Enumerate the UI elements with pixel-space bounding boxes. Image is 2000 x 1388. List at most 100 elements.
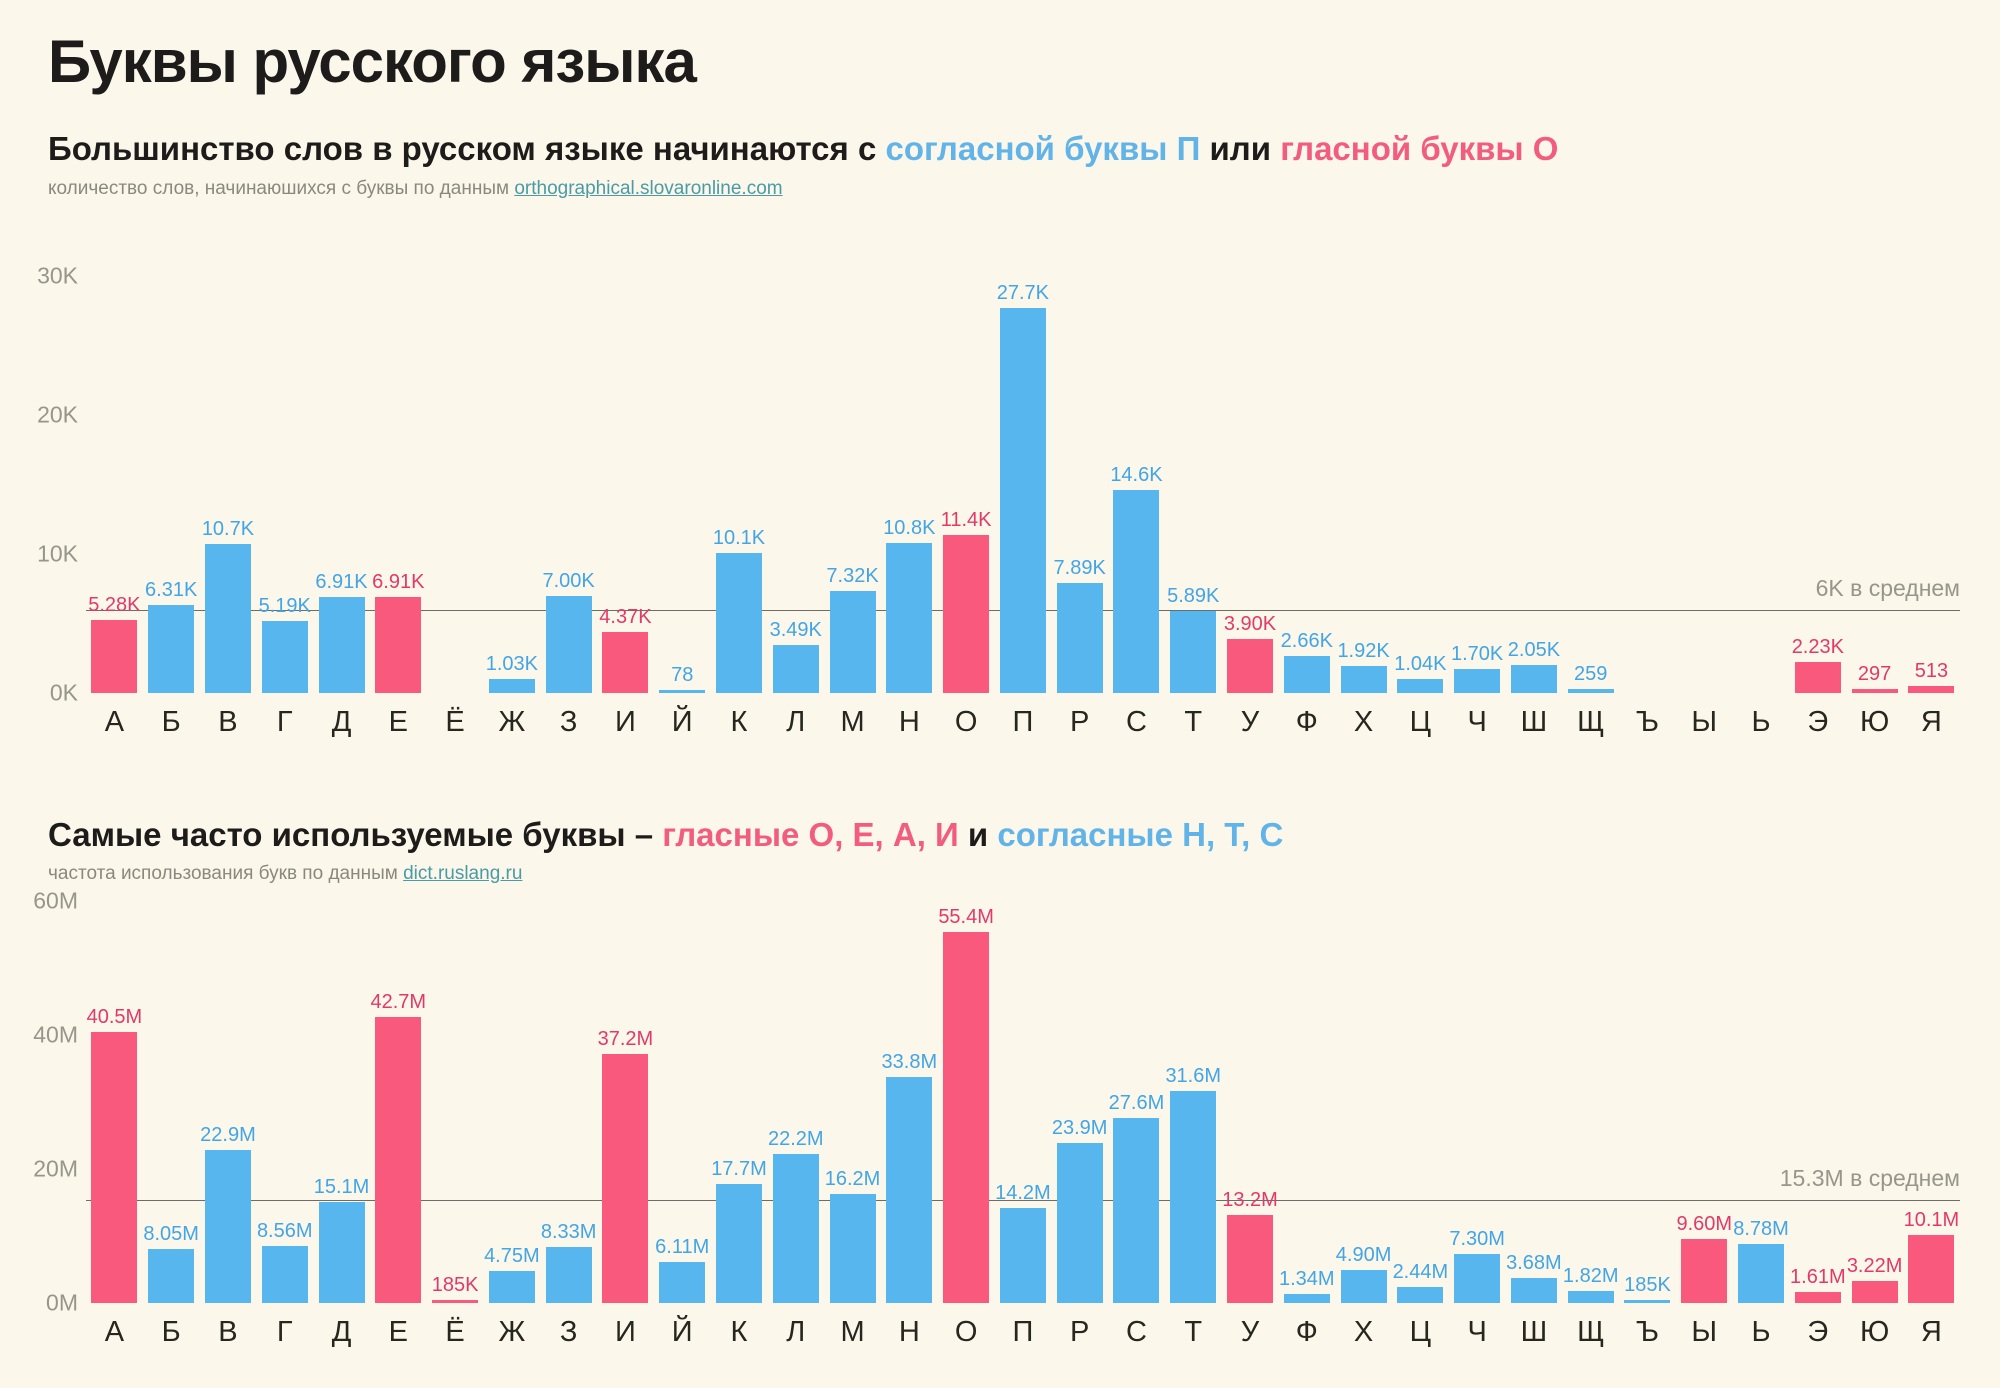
x-axis-letter-label: Ё: [445, 1316, 465, 1348]
x-axis-letter-label: Я: [1920, 1316, 1942, 1348]
bar-value-label: 11.4K: [940, 508, 992, 531]
bar-slot: 10.8K: [881, 276, 938, 693]
x-axis-letter-label: З: [559, 1316, 578, 1348]
bar-value-label: 1.61M: [1790, 1266, 1846, 1289]
bar-slot: 3.90K: [1222, 276, 1279, 693]
bar-value-label: 297: [1857, 662, 1892, 685]
bar-slot: 55.4M: [938, 901, 995, 1303]
x-axis-letter-label: З: [559, 706, 578, 738]
x-axis-letter-label: Ч: [1467, 1316, 1487, 1348]
x-axis-letter-label: Ё: [445, 706, 465, 738]
bar-slot: 7.00K: [540, 276, 597, 693]
bar-slot: [1733, 276, 1790, 693]
source-link[interactable]: orthographical.slovaronline.com: [514, 178, 783, 199]
bar-slot: 185K: [1619, 901, 1676, 1303]
bar-value-label: 31.6M: [1165, 1065, 1222, 1088]
heading-text: или: [1200, 130, 1281, 167]
x-axis-letter-label: Н: [898, 1316, 920, 1348]
x-axis-letter-label: Ш: [1520, 1316, 1548, 1348]
bar-slot: 2.66K: [1278, 276, 1335, 693]
x-axis-letter-label: Д: [331, 706, 352, 738]
x-axis-letter-label: Н: [898, 706, 920, 738]
bar-value-label: 4.75M: [484, 1245, 540, 1268]
x-axis-letter-label: Ъ: [1636, 1316, 1659, 1348]
bar-value-label: 3.90K: [1223, 612, 1277, 635]
bar-slot: 13.2M: [1222, 901, 1279, 1303]
bar-slot: 78: [654, 276, 711, 693]
bar: [1908, 685, 1955, 693]
x-axis-letter-label: Ь: [1751, 1316, 1771, 1348]
bar-slot: 33.8M: [881, 901, 938, 1303]
x-axis-letter-label: Л: [786, 1316, 806, 1348]
bar-value-label: 15.1M: [313, 1175, 370, 1198]
bar: [829, 1194, 876, 1303]
bar-slot: 11.4K: [938, 276, 995, 693]
bar-value-label: 3.22M: [1846, 1255, 1903, 1278]
bar: [148, 605, 195, 693]
subtitle-text: частота использования букв по данным: [48, 863, 404, 884]
y-axis-tick-label: 20M: [33, 1155, 78, 1182]
bar: [772, 1154, 819, 1303]
x-axis-letter-label: Ш: [1520, 706, 1548, 738]
x-axis-letter-label: Я: [1920, 706, 1942, 738]
bar-slot: 297: [1846, 276, 1903, 693]
bar-slot: 1.82M: [1562, 901, 1619, 1303]
plot-area: 15.3M в среднем 40.5M 8.05M 22.9M 8.56M 15.1M…: [86, 901, 1960, 1303]
bar: [1567, 1290, 1614, 1303]
y-axis-tick-label: 30K: [37, 262, 78, 289]
bar-slot: 22.9M: [200, 901, 257, 1303]
bar-slot: 513: [1903, 276, 1960, 693]
heading-text: Большинство слов в русском языке начинаю…: [48, 130, 886, 167]
bar: [318, 596, 365, 693]
bar: [1170, 1091, 1217, 1303]
bar-value-label: 6.91K: [372, 570, 425, 593]
bar: [1624, 1300, 1671, 1303]
bar: [1851, 688, 1898, 693]
bar: [1227, 1214, 1274, 1303]
bar-slot: 3.68M: [1506, 901, 1563, 1303]
x-axis-letter-label: Л: [786, 706, 806, 738]
x-axis-letter-label: Б: [161, 1316, 181, 1348]
x-axis-letter-label: Ъ: [1636, 706, 1659, 738]
bar-value-label: 33.8M: [881, 1050, 938, 1073]
bar-value-label: 513: [1914, 659, 1949, 682]
x-axis-letter-label: Р: [1070, 1316, 1090, 1348]
bar: [1056, 583, 1103, 693]
bar-slot: 22.2M: [767, 901, 824, 1303]
x-axis-letter-label: М: [840, 1316, 865, 1348]
bar: [829, 591, 876, 693]
bar: [659, 1262, 706, 1303]
bar: [715, 552, 762, 693]
section-heading: Самые часто используемые буквы – гласные…: [48, 816, 1283, 853]
bar-value-label: 23.9M: [1051, 1116, 1108, 1139]
bar-slot: 3.22M: [1846, 901, 1903, 1303]
bar-slot: 1.04K: [1392, 276, 1449, 693]
section-subtitle: количество слов, начинаюшихся с буквы по…: [48, 178, 783, 200]
bar-slot: 4.90M: [1335, 901, 1392, 1303]
bar-slot: 27.7K: [995, 276, 1052, 693]
x-axis-letter-label: Г: [276, 706, 293, 738]
bar-slot: 7.30M: [1449, 901, 1506, 1303]
bars-row: 5.28K 6.31K 10.7K 5.19K 6.91K 6.91K 1.03K 7.00K…: [86, 276, 1960, 693]
bar: [318, 1201, 365, 1303]
bar-value-label: 14.6K: [1110, 464, 1163, 487]
bar: [1567, 689, 1614, 693]
bar-slot: 7.89K: [1051, 276, 1108, 693]
average-line: [86, 1200, 1960, 1202]
bar-value-label: 1.34M: [1279, 1268, 1335, 1291]
bar: [602, 632, 649, 693]
bar-value-label: 7.00K: [542, 569, 595, 592]
source-link[interactable]: dict.ruslang.ru: [403, 863, 523, 884]
x-axis-letter-label: Ю: [1859, 1316, 1890, 1348]
plot-area-wrapper: 0K 10K 20K 30K 6K в среднем 5.28K 6.31K 10.7K 5.…: [37, 264, 1960, 704]
average-line-label: 15.3M в среднем: [1779, 1165, 1960, 1192]
bar-value-label: 7.30M: [1449, 1228, 1505, 1251]
bar: [148, 1249, 195, 1303]
bar-value-label: 8.05M: [143, 1223, 199, 1246]
bar: [488, 1271, 535, 1303]
bar-value-label: 2.23K: [1791, 636, 1844, 659]
bar-value-label: 2.66K: [1280, 630, 1333, 653]
x-axis-letter-label: К: [730, 1316, 748, 1348]
bar-slot: 8.33M: [540, 901, 597, 1303]
